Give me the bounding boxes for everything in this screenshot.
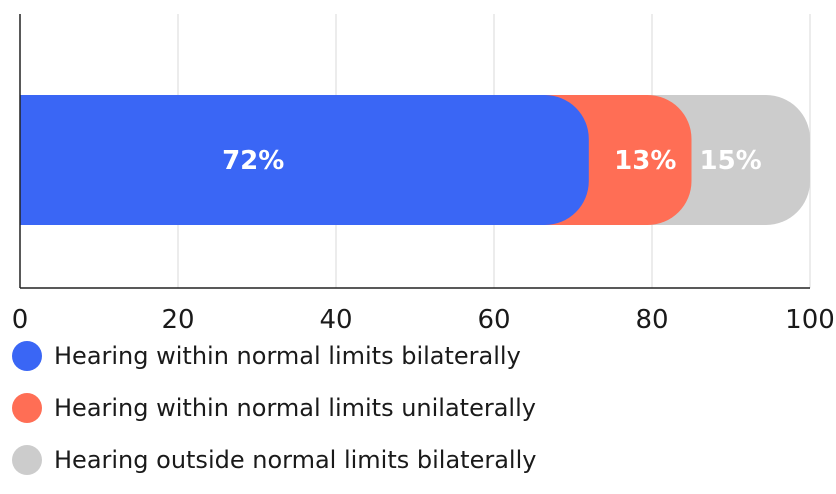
legend: Hearing within normal limits bilaterally… <box>12 338 536 494</box>
x-tick-label: 80 <box>635 305 668 335</box>
x-tick-label: 20 <box>161 305 194 335</box>
legend-label: Hearing outside normal limits bilaterall… <box>54 446 537 474</box>
bar-labels: 72% 13% 15% <box>222 146 762 176</box>
bar-segment-bilateral-normal <box>20 95 589 225</box>
x-tick-label: 40 <box>319 305 352 335</box>
bar-value-label: 72% <box>222 146 284 176</box>
bar-value-label: 13% <box>614 146 676 176</box>
legend-label: Hearing within normal limits bilaterally <box>54 342 521 370</box>
bar-value-label: 15% <box>699 146 761 176</box>
x-tick-label: 100 <box>785 305 835 335</box>
legend-item-outside-normal: Hearing outside normal limits bilaterall… <box>12 442 536 478</box>
legend-label: Hearing within normal limits unilaterall… <box>54 394 536 422</box>
legend-item-bilateral-normal: Hearing within normal limits bilaterally <box>12 338 536 374</box>
legend-item-unilateral-normal: Hearing within normal limits unilaterall… <box>12 390 536 426</box>
legend-swatch-grey <box>12 445 42 475</box>
legend-swatch-orange <box>12 393 42 423</box>
x-tick-label: 0 <box>12 305 29 335</box>
x-tick-label: 60 <box>477 305 510 335</box>
legend-swatch-blue <box>12 341 42 371</box>
bars <box>20 95 810 225</box>
x-tick-labels: 0 20 40 60 80 100 <box>12 305 835 335</box>
bar-segment-bilateral-normal-edge <box>20 95 64 225</box>
